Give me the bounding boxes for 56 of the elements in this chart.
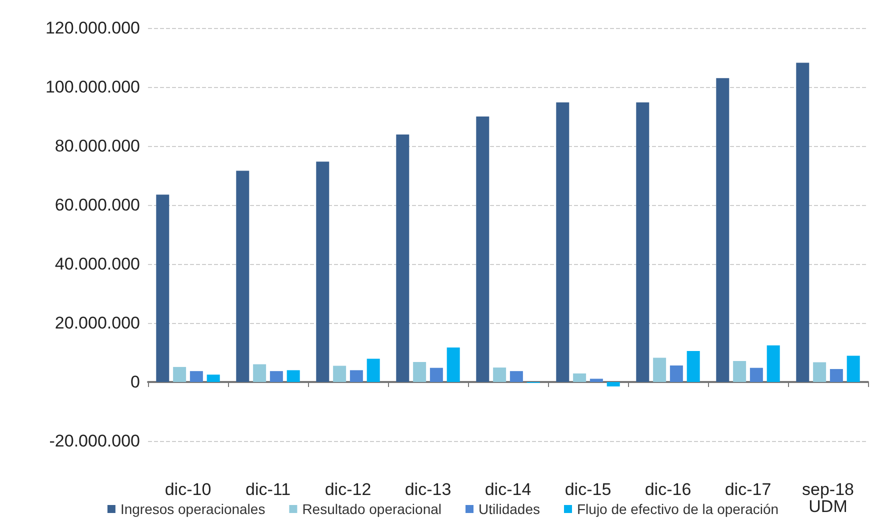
bar — [156, 194, 170, 382]
bar — [636, 102, 650, 382]
bar — [846, 356, 860, 382]
bar — [333, 366, 346, 382]
x-tick-label: dic-14 — [484, 480, 532, 499]
bar — [316, 162, 330, 382]
bar — [813, 362, 826, 382]
legend-label: Utilidades — [478, 501, 540, 517]
bar — [796, 62, 810, 382]
x-tick-label: dic-11 — [245, 480, 291, 499]
bar — [670, 365, 683, 382]
bar — [253, 364, 266, 382]
bar — [733, 361, 746, 382]
bar — [350, 370, 363, 382]
bar — [830, 369, 843, 382]
bar — [766, 345, 780, 382]
bar — [510, 371, 523, 382]
bar — [606, 382, 620, 386]
y-tick-label: 60.000.000 — [54, 196, 140, 214]
x-tick-label: dic-16 — [644, 480, 692, 499]
bar — [446, 347, 460, 382]
bar — [173, 366, 186, 382]
x-tick-label: dic-10 — [164, 480, 212, 499]
bar — [413, 362, 426, 382]
bar — [396, 134, 410, 382]
y-tick-label: 120.000.000 — [45, 18, 140, 38]
legend-label: Flujo de efectivo de la operación — [576, 501, 779, 517]
bar — [653, 358, 666, 382]
bar — [590, 378, 603, 382]
y-tick-label: 80.000.000 — [54, 136, 140, 156]
y-tick-label: 20.000.000 — [54, 314, 140, 332]
bar — [573, 373, 586, 382]
bar — [236, 170, 250, 382]
bar — [286, 370, 300, 382]
bar — [493, 368, 506, 382]
legend-label: Resultado operacional — [302, 501, 442, 517]
x-tick-label: dic-15 — [564, 480, 612, 499]
legend-label: Ingresos operacionales — [120, 501, 266, 517]
y-tick-label: 0 — [130, 372, 140, 392]
x-tick-label: dic-13 — [404, 480, 452, 499]
bar — [430, 368, 443, 382]
y-tick-label: 100.000.000 — [45, 78, 140, 96]
y-tick-label: 40.000.000 — [54, 254, 140, 274]
bar — [686, 351, 700, 382]
bar — [270, 371, 283, 382]
bar — [206, 374, 220, 382]
bar — [190, 371, 203, 382]
x-tick-label: dic-12 — [324, 480, 372, 499]
x-tick-label: dic-17 — [724, 480, 772, 499]
bar — [366, 358, 380, 382]
x-tick-label: sep-18 UDM — [802, 480, 854, 516]
bar — [556, 102, 570, 382]
bar — [716, 78, 730, 382]
bar — [750, 368, 763, 382]
bar — [476, 116, 490, 382]
y-tick-label: -20.000.000 — [49, 432, 140, 450]
